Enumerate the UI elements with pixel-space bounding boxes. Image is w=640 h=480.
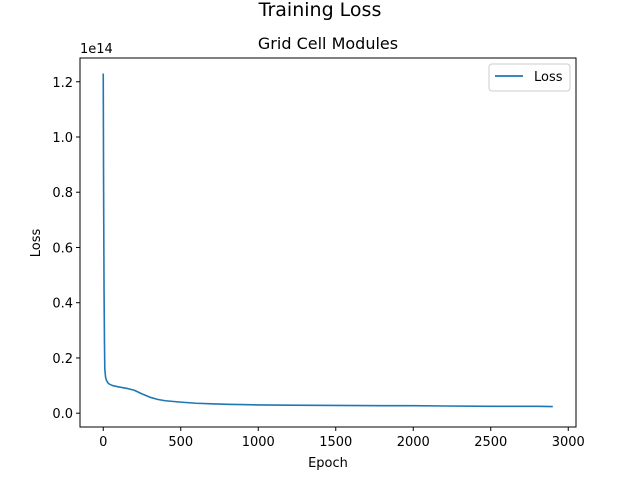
x-tick-label: 500 — [168, 435, 193, 450]
legend-box — [488, 63, 571, 92]
plot-frame — [79, 57, 577, 428]
legend: Loss — [488, 63, 571, 92]
x-tick-label: 2000 — [397, 435, 430, 450]
y-axis: 0.0 0.2 0.4 0.6 0.8 1.0 1.2 — [52, 76, 80, 422]
x-tick-label: 1500 — [319, 435, 352, 450]
x-tick-label: 0 — [99, 435, 107, 450]
chart-title: Grid Cell Modules — [258, 34, 398, 53]
y-tick-label: 0.4 — [52, 297, 73, 312]
y-tick-label: 0.8 — [52, 186, 73, 201]
chart-suptitle: Training Loss — [258, 0, 382, 21]
x-axis-label: Epoch — [308, 456, 348, 471]
y-offset-text: 1e14 — [80, 42, 113, 57]
x-tick-label: 1000 — [242, 435, 275, 450]
y-tick-label: 1.2 — [52, 76, 73, 91]
y-tick-label: 0.0 — [52, 407, 73, 422]
x-axis: 0 500 1000 1500 2000 2500 3000 — [99, 427, 585, 450]
y-axis-label: Loss — [29, 229, 44, 258]
series-layer — [102, 73, 553, 408]
y-tick-label: 0.2 — [52, 352, 73, 367]
legend-label-loss: Loss — [534, 70, 563, 85]
y-tick-label: 0.6 — [52, 241, 73, 256]
series-line-loss — [102, 73, 553, 408]
y-tick-label: 1.0 — [52, 131, 73, 146]
x-tick-label: 3000 — [552, 435, 585, 450]
plot-area — [79, 57, 577, 428]
x-tick-label: 2500 — [474, 435, 507, 450]
